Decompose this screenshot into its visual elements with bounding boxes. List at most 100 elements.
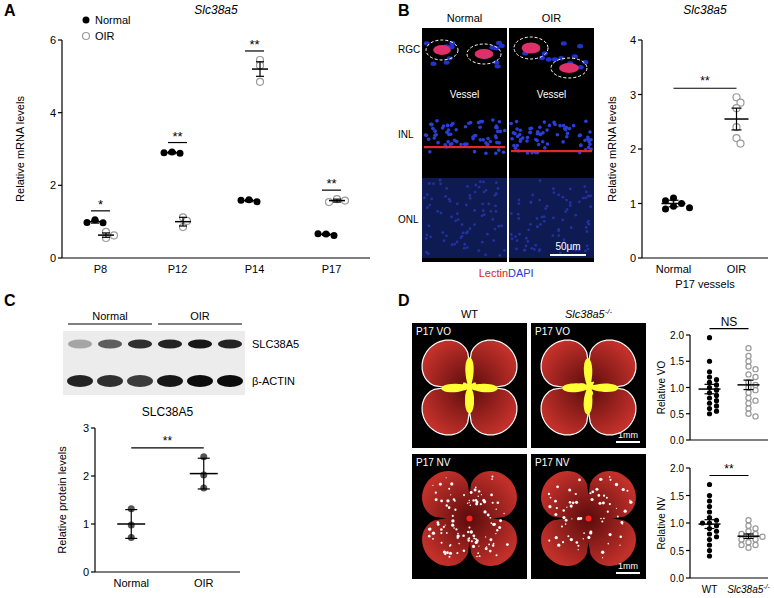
nv-tuft [620,521,623,524]
nucleus [528,131,532,135]
nucleus [491,218,494,221]
nucleus [584,249,587,252]
nucleus [491,118,495,122]
point [753,542,758,547]
nucleus [587,146,591,150]
error-stem [259,62,260,77]
nv-tuft [463,494,465,496]
nucleus [460,236,463,239]
nv-tuft [467,531,469,533]
nucleus [586,136,590,140]
nucleus [536,217,539,220]
significance: * [98,197,103,212]
nucleus [484,253,487,256]
nv-tuft [496,501,499,504]
nucleus [425,134,429,138]
nucleus [428,204,431,207]
x-tick-label: OIR [194,577,214,589]
nv-tuft [488,544,490,546]
nucleus [465,204,468,207]
nv-tuft [606,497,608,499]
error-cap [256,61,264,62]
point [714,409,719,414]
nucleus [450,216,453,219]
x-tick-label: P14 [245,263,265,275]
point [707,509,712,514]
nucleus [453,243,456,246]
scale-bar [616,572,640,574]
vessel-outline [514,37,548,59]
y-tick [686,413,690,414]
nucleus [474,183,477,186]
nucleus [561,196,564,199]
column-label: Normal [447,12,482,24]
point [246,196,253,203]
nv-tuft [600,518,602,520]
y-tick [58,39,62,40]
error-stem [131,510,132,539]
y-tick [686,387,690,388]
nv-tuft [437,521,440,524]
nucleus [578,200,581,203]
nv-tuft [562,516,565,519]
nucleus [445,187,448,190]
nucleus [556,133,560,137]
nucleus [494,194,497,197]
nucleus [569,188,572,191]
nucleus [447,128,451,132]
nucleus [553,123,557,127]
scale-bar [616,441,640,443]
nucleus [474,134,478,138]
point [746,346,751,351]
nv-tuft [463,549,466,552]
nucleus [479,120,483,124]
point [707,482,712,487]
nucleus [433,133,437,137]
band-label: SLC38A5 [252,338,299,350]
error-cap [91,220,99,221]
nucleus [469,197,472,200]
nucleus [469,121,473,125]
band [98,340,122,349]
nucleus [465,232,468,235]
y-tick-label: 0 [50,252,56,264]
point [760,534,765,539]
error-cap [179,225,187,226]
nv-tuft [565,519,568,522]
nucleus [513,132,517,136]
nucleus [454,219,457,222]
mean [241,200,257,202]
nucleus [584,119,588,123]
nv-tuft [490,517,492,519]
nucleus [525,245,528,248]
nucleus [529,223,532,226]
nucleus [456,241,459,244]
y-tick-label: 1.5 [670,356,684,367]
point [746,523,751,528]
nv-tuft [453,498,455,500]
point [739,537,744,542]
nucleus [473,209,476,212]
point [707,401,712,406]
nv-tuft [548,493,550,495]
nv-tuft [481,494,482,495]
error-bar [256,62,264,77]
nv-tuft [597,494,600,497]
nv-tuft [467,538,469,540]
nv-tuft [548,539,550,541]
point [746,540,751,545]
nucleus [566,132,570,136]
nv-tuft [454,509,456,511]
nv-tuft [446,551,449,554]
legend-marker [83,33,90,40]
nv-tuft [478,545,479,546]
point [707,504,712,509]
y-tick [686,334,690,335]
label-superscript: -/- [605,307,613,316]
nucleus [553,191,556,194]
nucleus [425,251,428,254]
error-cap [102,237,110,238]
nucleus [523,249,526,252]
vessel-stain [475,49,494,59]
error-stem [105,233,106,237]
